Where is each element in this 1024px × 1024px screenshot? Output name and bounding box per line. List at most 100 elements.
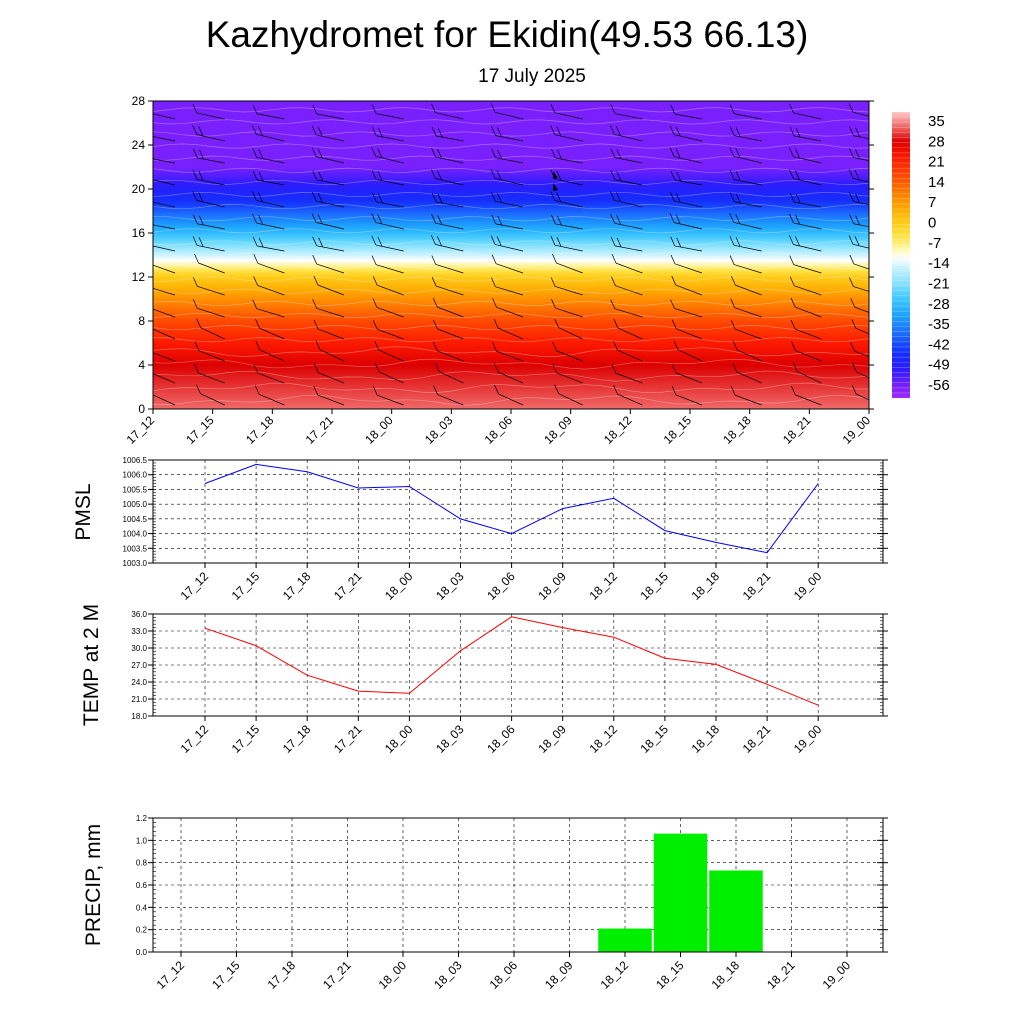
chart-title: Kazhydromet for Ekidin(49.53 66.13) (206, 14, 809, 55)
wind-barb-feather (199, 215, 204, 225)
wind-barb-feather (153, 178, 154, 180)
wind-barb-feather (671, 275, 677, 286)
x-tick-label: 18_06 (484, 569, 518, 603)
wind-barb-feather (372, 192, 377, 203)
colorbar-label: -35 (928, 316, 950, 333)
wind-barb-feather (849, 214, 854, 224)
wind-barb-feather (253, 364, 259, 374)
wind-barb-feather (675, 126, 681, 136)
wind-barb-feather (313, 385, 319, 396)
wind-barb-feather (613, 384, 618, 395)
wind-barb-feather (258, 237, 264, 248)
wind-barb-staff (614, 157, 643, 164)
colorbar-label: -28 (928, 296, 950, 313)
wind-barb-staff (614, 113, 643, 120)
wind-barb-staff (615, 285, 643, 296)
wind-barb-feather (497, 127, 502, 137)
wind-barb-feather (855, 193, 860, 203)
wind-barb-feather (192, 277, 198, 287)
wind-barb-staff (853, 157, 869, 161)
wind-barb-feather (556, 170, 562, 181)
wind-barb-staff (734, 135, 762, 142)
wind-barb-staff (196, 245, 225, 252)
wind-barb-feather (377, 214, 383, 224)
wind-barb-feather (371, 170, 377, 180)
wind-barb-feather (437, 148, 442, 159)
wind-barb-staff (437, 328, 464, 340)
wind-barb-feather (550, 236, 556, 246)
contour-line (153, 337, 869, 343)
y-tick-label: 1004.5 (123, 515, 148, 524)
wind-barb-feather (610, 170, 616, 180)
wind-barb-feather (192, 191, 198, 201)
wind-barb-feather (431, 255, 437, 265)
contour-line (153, 119, 869, 125)
wind-barb-staff (735, 284, 762, 296)
wind-barb-staff (153, 308, 176, 318)
wind-barb-feather (795, 236, 800, 246)
wind-barb-staff (315, 156, 345, 164)
wind-barb-feather (790, 319, 796, 330)
wind-barb-feather (313, 363, 319, 373)
y-tick-label: 1.2 (136, 814, 148, 823)
wind-barb-staff (555, 307, 583, 318)
wind-barb-staff (377, 284, 404, 296)
y-tick-label: 8 (138, 314, 145, 328)
wind-barb-feather (616, 237, 622, 248)
x-tick-label: 18_09 (541, 413, 575, 447)
wind-barb-staff (855, 328, 869, 335)
contour-line (153, 394, 869, 406)
wind-barb-staff (498, 393, 524, 406)
wind-barb-feather (153, 244, 154, 246)
wind-barb-feather (789, 147, 794, 157)
y-tick-label: 1005.0 (123, 500, 148, 509)
wind-barb-staff (554, 112, 583, 120)
wind-barb-feather (431, 192, 437, 203)
wind-barb-feather (729, 192, 735, 202)
wind-barb-staff (793, 112, 822, 120)
wind-barb-staff (675, 284, 703, 296)
wind-barb-feather (729, 126, 735, 136)
wind-barb-feather (312, 104, 318, 115)
wind-barb-staff (376, 113, 404, 120)
wind-barb-staff (734, 179, 762, 186)
wind-barb-feather (789, 255, 795, 265)
wind-barb-staff (554, 134, 583, 142)
wind-barb-staff (556, 350, 583, 362)
wind-barb-staff (733, 221, 762, 230)
x-tick-label: 18_00 (382, 569, 416, 603)
wind-barb-feather (492, 298, 497, 308)
wind-barb-staff (674, 113, 703, 120)
wind-barb-feather (491, 214, 497, 225)
wind-barb-staff (495, 223, 524, 230)
wind-barb-staff (854, 306, 869, 313)
x-tick-label: 18_18 (709, 958, 743, 992)
wind-barb-staff (439, 371, 464, 384)
wind-barb-staff (435, 178, 464, 186)
contour-line (153, 131, 869, 137)
wind-barb-feather (258, 171, 264, 182)
wind-barb-staff (196, 112, 225, 120)
x-tick-label: 17_12 (154, 958, 188, 992)
wind-barb-feather (192, 299, 198, 309)
wind-barb-feather (732, 362, 738, 373)
wind-barb-staff (316, 113, 345, 120)
x-tick-label: 17_21 (303, 413, 337, 447)
wind-barb-staff (674, 263, 703, 274)
x-tick-label: 18_18 (689, 722, 723, 756)
contour-line (153, 216, 869, 222)
wind-barb-feather (252, 125, 257, 135)
wind-barb-feather (616, 126, 621, 136)
wind-barb-feather (313, 275, 319, 286)
wind-barb-feather (147, 385, 151, 394)
contour-line (153, 346, 869, 357)
contour-line (153, 300, 869, 306)
wind-barb-feather (610, 125, 615, 135)
wind-barb-staff (617, 349, 643, 362)
wind-barb-staff (153, 373, 176, 384)
wind-barb-staff (153, 394, 176, 406)
colorbar-label: -7 (928, 235, 941, 252)
wind-barb-staff (615, 262, 643, 274)
wind-barb-feather (675, 214, 681, 224)
x-tick-label: 19_00 (791, 722, 825, 756)
